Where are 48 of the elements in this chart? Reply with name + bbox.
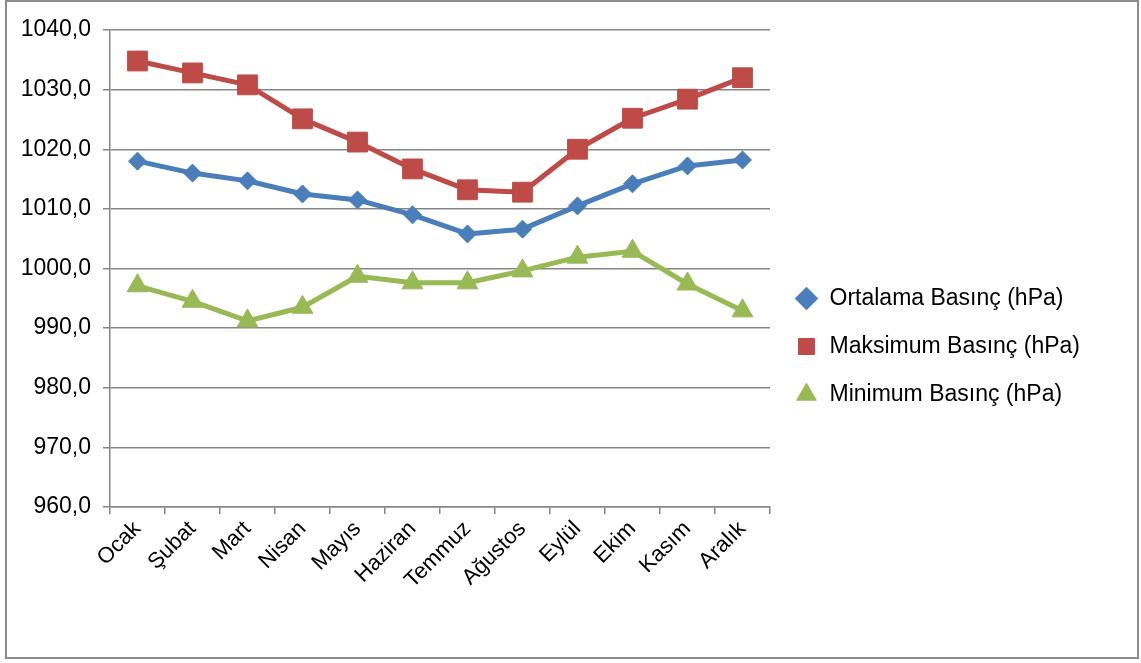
point bbox=[346, 263, 369, 283]
point bbox=[511, 258, 534, 278]
point bbox=[621, 238, 644, 258]
point bbox=[513, 219, 532, 239]
y-tick-label: 1010,0 bbox=[20, 194, 91, 221]
point bbox=[512, 181, 533, 203]
point bbox=[732, 67, 753, 89]
point bbox=[183, 163, 202, 183]
point bbox=[291, 294, 314, 314]
point bbox=[623, 174, 642, 194]
point bbox=[677, 88, 698, 110]
legend-label: Minimum Basınç (hPa) bbox=[829, 379, 1063, 406]
legend-label: Ortalama Basınç (hPa) bbox=[829, 283, 1064, 310]
point bbox=[293, 184, 312, 204]
point bbox=[182, 62, 203, 84]
point bbox=[401, 270, 424, 290]
point bbox=[126, 273, 149, 293]
point bbox=[676, 271, 699, 291]
point bbox=[348, 190, 367, 210]
y-tick-label: 1020,0 bbox=[20, 134, 91, 161]
point bbox=[403, 205, 422, 225]
point bbox=[347, 131, 368, 153]
point bbox=[457, 179, 478, 201]
point bbox=[402, 158, 423, 180]
point bbox=[458, 224, 477, 244]
y-tick-label: 970,0 bbox=[33, 432, 91, 459]
point bbox=[238, 171, 257, 191]
y-tick-label: 980,0 bbox=[33, 373, 91, 400]
point bbox=[236, 308, 259, 328]
point bbox=[568, 196, 587, 216]
point bbox=[181, 288, 204, 308]
point bbox=[678, 156, 697, 176]
y-tick-label: 1030,0 bbox=[20, 74, 91, 101]
y-tick-label: 1000,0 bbox=[20, 253, 91, 280]
point bbox=[733, 150, 752, 170]
y-tick-label: 990,0 bbox=[33, 313, 91, 340]
y-tick-label: 960,0 bbox=[33, 492, 91, 519]
legend-label: Maksimum Basınç (hPa) bbox=[829, 331, 1081, 358]
point bbox=[237, 74, 258, 96]
point bbox=[566, 244, 589, 264]
point bbox=[622, 107, 643, 129]
y-tick-label: 1040,0 bbox=[20, 15, 91, 42]
point bbox=[731, 298, 754, 318]
point bbox=[292, 108, 313, 130]
point bbox=[127, 50, 148, 72]
point bbox=[128, 151, 147, 171]
point bbox=[567, 138, 588, 160]
point bbox=[456, 270, 479, 290]
